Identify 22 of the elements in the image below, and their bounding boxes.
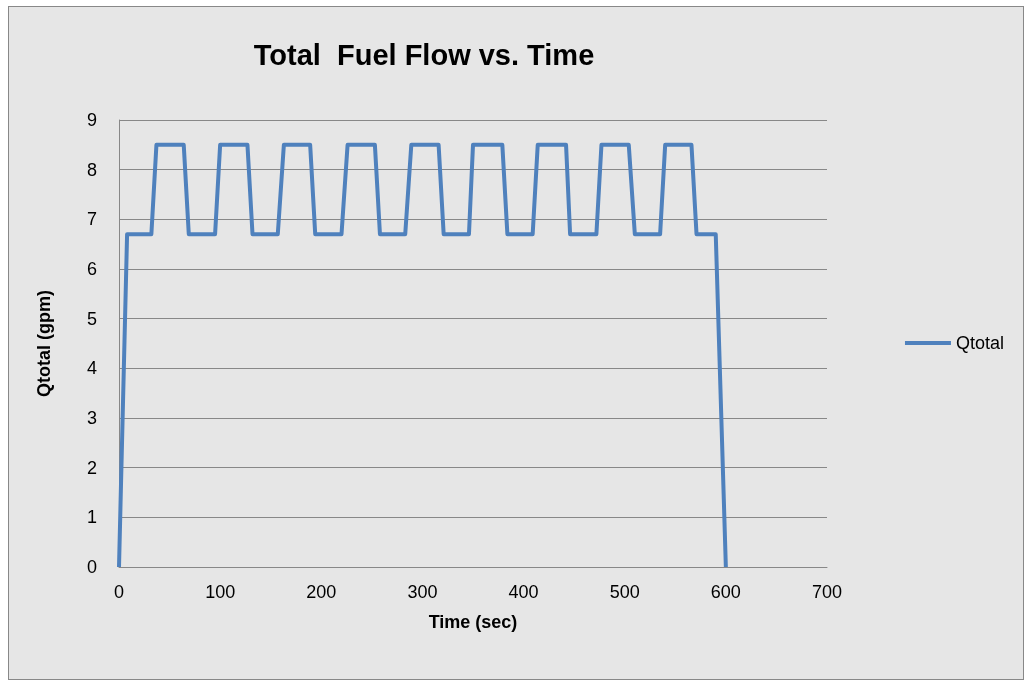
y-tick-label: 8 bbox=[86, 159, 97, 180]
x-tick-label: 100 bbox=[205, 582, 236, 602]
x-tick-label: 700 bbox=[811, 582, 843, 602]
y-tick-label: 6 bbox=[86, 259, 97, 279]
x-tick-label: 600 bbox=[710, 582, 741, 602]
x-tick-label: 200 bbox=[306, 582, 337, 602]
y-tick-label: 0 bbox=[86, 557, 97, 577]
legend-label: Qtotal bbox=[955, 333, 1005, 353]
x-tick-label: 300 bbox=[407, 582, 438, 602]
y-tick-label: 4 bbox=[86, 358, 97, 379]
y-tick-label: 7 bbox=[86, 209, 97, 230]
x-tick-label: 400 bbox=[508, 582, 539, 602]
x-tick-label: 0 bbox=[113, 582, 125, 602]
y-tick-label: 1 bbox=[86, 507, 97, 528]
y-tick-label: 3 bbox=[86, 408, 97, 428]
x-tick-label: 500 bbox=[609, 582, 640, 602]
y-tick-label: 5 bbox=[86, 308, 97, 329]
chart-title: Total Fuel Flow vs. Time bbox=[253, 38, 595, 71]
y-tick-label: 9 bbox=[86, 110, 97, 130]
y-axis-title: Qtotal (gpm) bbox=[34, 290, 54, 397]
x-axis-title: Time (sec) bbox=[428, 612, 518, 632]
y-tick-label: 2 bbox=[86, 457, 97, 478]
